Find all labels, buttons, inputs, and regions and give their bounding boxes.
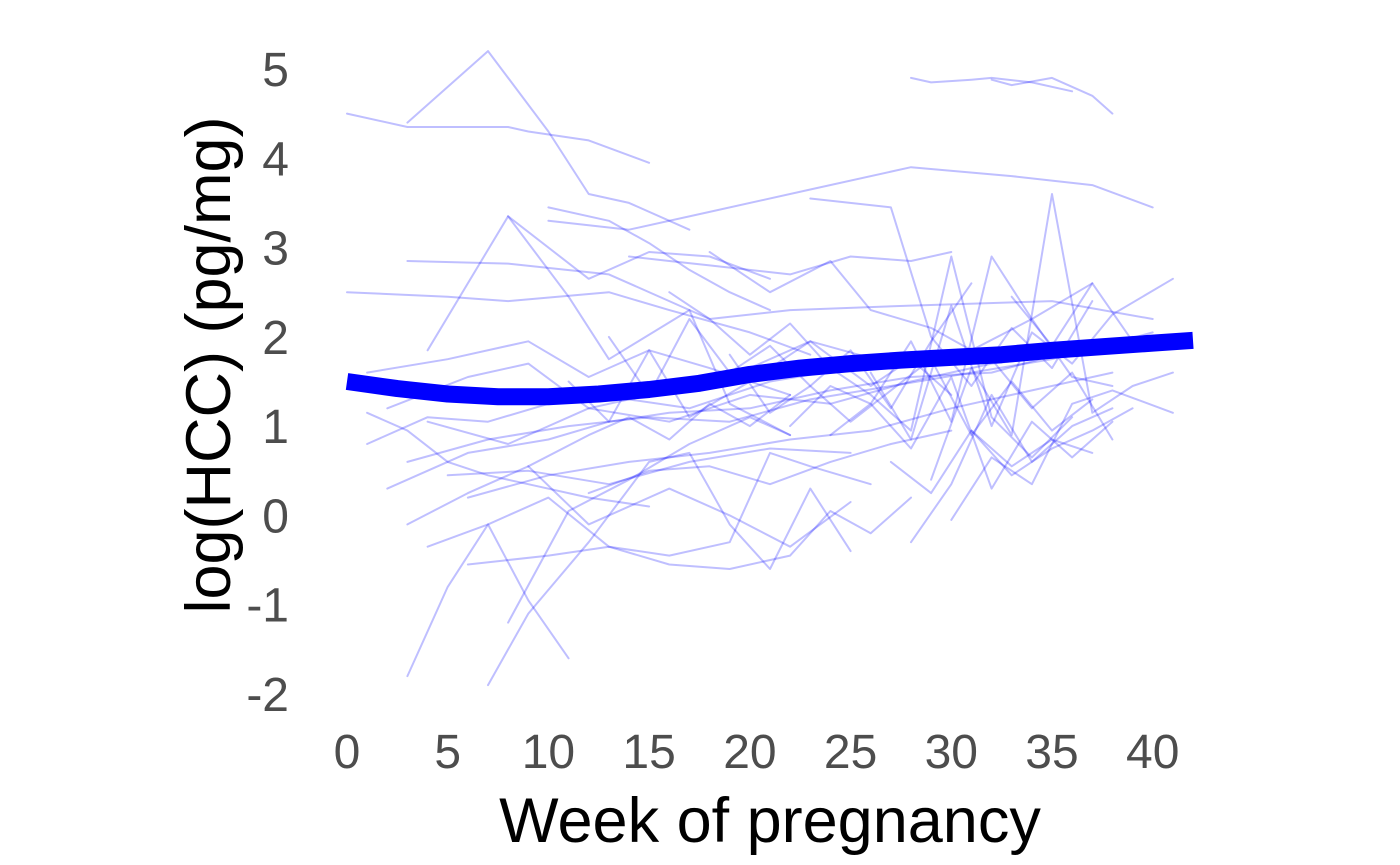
individual-series-line-40 (970, 407, 1134, 477)
individual-series-line-13 (809, 197, 1094, 387)
individual-series-group (346, 50, 1174, 687)
y-tick-label: 4 (262, 133, 289, 186)
individual-series-line-21 (446, 447, 852, 486)
y-tick-label: 0 (262, 490, 289, 543)
individual-series-line-11 (628, 251, 953, 276)
individual-series-line-37 (910, 393, 1114, 544)
x-tick-label: 10 (522, 726, 575, 779)
y-tick-label: 2 (262, 312, 289, 365)
individual-series-line-7 (507, 215, 771, 280)
y-tick-label: 3 (262, 223, 289, 276)
individual-series-line-32 (728, 353, 1094, 437)
individual-series-line-3 (406, 260, 1154, 320)
individual-series-line-31 (668, 255, 1074, 459)
individual-series-line-20 (466, 371, 1114, 499)
individual-series-line-5 (990, 76, 1114, 115)
individual-series-line-18 (406, 335, 1134, 463)
individual-series-line-12 (708, 251, 1094, 352)
x-axis-ticks: 0 5 10 15 20 25 30 35 40 (334, 726, 1180, 779)
individual-series-line-27 (487, 451, 852, 687)
trend-series-group (345, 331, 1194, 406)
individual-series-line-2 (406, 50, 691, 231)
individual-series-line-1 (346, 112, 651, 164)
individual-series-line-6 (547, 166, 1154, 231)
x-tick-label: 30 (925, 726, 978, 779)
x-tick-label: 20 (723, 726, 776, 779)
individual-series-line-8 (346, 291, 812, 356)
individual-series-line-35 (869, 277, 1174, 441)
individual-series-line-28 (507, 416, 792, 624)
y-tick-label: -1 (246, 580, 289, 633)
individual-series-line-9 (426, 215, 792, 437)
individual-series-line-39 (950, 389, 1174, 521)
x-tick-label: 25 (824, 726, 877, 779)
x-tick-label: 0 (334, 726, 361, 779)
individual-series-line-42 (1010, 282, 1134, 347)
individual-series-line-25 (466, 496, 912, 570)
individual-series-line-22 (366, 411, 651, 508)
individual-series-line-14 (366, 340, 792, 396)
x-tick-label: 5 (434, 726, 461, 779)
y-axis-title: log(HCC) (pg/mg) (174, 116, 244, 613)
x-tick-label: 35 (1025, 726, 1078, 779)
individual-series-line-26 (406, 523, 570, 678)
y-tick-label: -2 (246, 669, 289, 722)
individual-series-line-24 (426, 451, 872, 557)
individual-series-line-44 (527, 393, 792, 468)
x-tick-label: 15 (622, 726, 675, 779)
individual-series-line-38 (930, 193, 1174, 481)
individual-series-line-23 (406, 465, 852, 548)
individual-series-line-10 (547, 206, 771, 312)
individual-series-line-15 (386, 340, 892, 410)
individual-series-line-41 (990, 358, 1114, 441)
individual-series-line-4 (910, 76, 1074, 93)
y-tick-label: 1 (262, 401, 289, 454)
individual-series-line-36 (889, 429, 1094, 495)
x-tick-label: 40 (1126, 726, 1179, 779)
x-axis-title: Week of pregnancy (499, 786, 1041, 856)
y-tick-label: 5 (262, 44, 289, 97)
smoothed-trend-line (345, 331, 1194, 406)
individual-series-line-17 (386, 349, 1074, 490)
individual-series-line-43 (587, 429, 953, 495)
y-axis-ticks: -2 -1 0 1 2 3 4 5 (246, 44, 289, 722)
individual-series-line-34 (829, 376, 1114, 490)
